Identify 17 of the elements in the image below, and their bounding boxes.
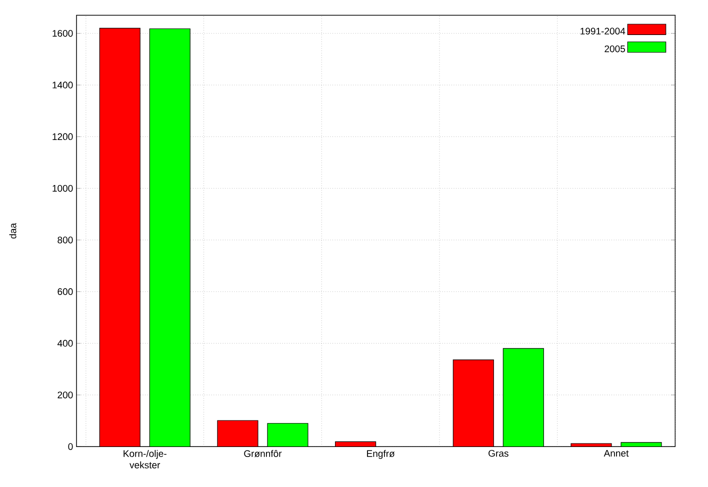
y-tick-label: 400: [57, 340, 73, 347]
x-tick-label: Korn-/olje- vekster: [124, 450, 166, 468]
legend-label: 2005: [604, 46, 626, 52]
y-tick-label: 1200: [52, 133, 73, 140]
y-tick-label: 0: [68, 443, 73, 450]
y-tick-label: 600: [58, 288, 73, 296]
x-tick-label: Gras: [488, 450, 508, 457]
x-tick-label: Grønnfôr: [244, 450, 282, 458]
x-tick-label: Engfrø: [367, 450, 395, 459]
y-tick-label: 200: [58, 392, 73, 398]
y-tick-label: 800: [58, 236, 73, 244]
y-tick-label: 1600: [52, 30, 73, 37]
x-tick-label: Annet: [604, 450, 629, 457]
y-axis-title: daa: [9, 223, 16, 239]
y-tick-label: 1400: [52, 82, 73, 89]
y-tick-label: 1000: [52, 185, 73, 192]
legend-label: 1991-2004: [580, 28, 626, 35]
